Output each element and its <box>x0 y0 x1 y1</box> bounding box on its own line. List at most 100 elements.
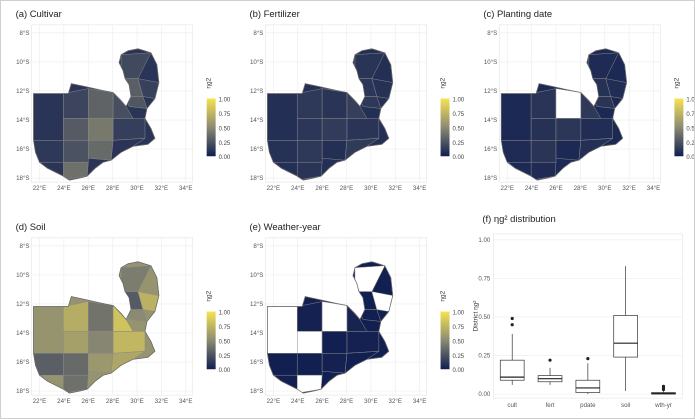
map-panel-weather-year: (e) Weather-year 8°S 10°S 12°S 14°S 16°S 18°S 2… <box>249 222 464 405</box>
y-tick-label: 18°S <box>16 388 29 395</box>
x-tick-label: 28°E <box>106 398 119 405</box>
colorbar-legend: ηg2 1.00 0.75 0.50 0.25 0.00 <box>440 77 465 161</box>
legend-label: 1.00 <box>219 98 231 104</box>
colorbar-legend: ηg2 1.00 0.75 0.50 0.25 0.00 <box>673 77 695 161</box>
x-tick-label: 30°E <box>598 185 611 192</box>
y-tick-label: 12°S <box>250 301 263 308</box>
map-panel-soil: (d) Soil 8°S 10°S 12°S 14°S 16°S 18°S 22°E 24°E 2… <box>16 222 231 405</box>
x-tick-label: 26°E <box>82 185 95 192</box>
box-cult <box>499 316 525 385</box>
district <box>33 93 64 141</box>
x-tick-label: 28°E <box>574 185 587 192</box>
x-tick-label: 34°E <box>179 185 192 192</box>
legend-label: 0.75 <box>452 112 464 118</box>
y-tick-label: 16°S <box>16 359 29 366</box>
y-tick-label: 16°S <box>16 146 29 153</box>
y-tick-label: 16°S <box>250 146 263 153</box>
x-tick-label: 34°E <box>179 398 192 405</box>
y-tick-label: 0.00 <box>478 391 491 398</box>
district <box>321 88 348 119</box>
y-tick-label: 10°S <box>250 272 263 279</box>
box-iqr <box>613 315 638 358</box>
y-tick-label: 14°S <box>16 117 29 124</box>
district <box>555 88 582 119</box>
x-tick-label: 34°E <box>413 398 426 405</box>
map-panel-planting-date: (c) Planting date 8°S 10°S 12°S 14°S 16°S 18°S… <box>483 9 695 192</box>
outlier-point <box>661 384 666 388</box>
legend-label: 1.00 <box>452 98 464 104</box>
panel-title-planting-date: (c) Planting date <box>483 9 552 20</box>
y-tick-label: 1.00 <box>478 237 491 244</box>
legend-label: 1.00 <box>452 310 464 316</box>
district <box>296 331 323 354</box>
district <box>267 93 298 141</box>
district <box>501 93 532 141</box>
zambia-map <box>33 48 160 181</box>
y-tick-label: 14°S <box>484 117 497 124</box>
x-tick-label: 30°E <box>364 185 377 192</box>
legend-title: ηg2 <box>440 290 447 301</box>
district <box>87 301 114 332</box>
panel-title-fertilizer: (b) Fertilizer <box>249 9 299 20</box>
y-tick-label: 12°S <box>16 301 29 308</box>
district <box>112 331 146 354</box>
x-tick-label: 22°E <box>33 185 46 192</box>
y-tick-label: 12°S <box>250 88 263 95</box>
box-fert <box>537 358 563 385</box>
y-tick-label: 10°S <box>250 59 263 66</box>
x-tick-label: 22°E <box>267 185 280 192</box>
x-tick-label: 24°E <box>291 398 304 405</box>
colorbar <box>206 311 216 370</box>
x-tick-label: 28°E <box>340 185 353 192</box>
y-tick-label: 18°S <box>484 175 497 182</box>
legend-label: 1.00 <box>686 98 695 104</box>
box-pdate <box>575 357 601 395</box>
y-tick-label: 18°S <box>16 175 29 182</box>
legend-title: ηg2 <box>440 77 447 88</box>
y-tick-label: 16°S <box>484 146 497 153</box>
x-tick-label: pdate <box>580 402 596 409</box>
district <box>321 331 348 354</box>
x-tick-label: 30°E <box>130 185 143 192</box>
box-wth-yr <box>651 384 676 395</box>
outlier-point <box>548 358 552 362</box>
district <box>87 140 114 161</box>
colorbar <box>440 98 450 157</box>
x-tick-label: 24°E <box>57 398 70 405</box>
x-tick-label: 24°E <box>57 185 70 192</box>
district <box>555 140 582 161</box>
map-panel-cultivar: (a) Cultivar 8°S 10°S 12°S 14°S 16°S 18°S 22°E 2… <box>16 9 231 192</box>
district <box>530 118 557 141</box>
colorbar <box>674 98 684 157</box>
district <box>267 306 298 354</box>
legend-label: 0.00 <box>452 155 464 161</box>
x-tick-label: soil <box>621 402 630 409</box>
legend-label: 0.50 <box>219 126 231 132</box>
x-tick-label: 26°E <box>82 398 95 405</box>
y-tick-label: 14°S <box>16 330 29 337</box>
legend-label: 0.25 <box>452 354 464 360</box>
boxplot-title: (f) ηg² distribution <box>482 214 555 225</box>
y-tick-label: 10°S <box>16 272 29 279</box>
legend-label: 0.50 <box>452 126 464 132</box>
x-tick-label: 30°E <box>130 398 143 405</box>
legend-label: 0.75 <box>219 112 231 118</box>
district <box>63 331 89 354</box>
x-tick-label: 32°E <box>622 185 635 192</box>
x-tick-label: fert <box>546 402 555 409</box>
y-tick-label: 12°S <box>484 88 497 95</box>
y-tick-label: 12°S <box>16 88 29 95</box>
x-tick-label: wth-yr <box>654 402 672 409</box>
x-tick-label: 30°E <box>364 398 377 405</box>
district <box>87 331 114 354</box>
x-tick-label: 32°E <box>155 398 168 405</box>
x-tick-label: 32°E <box>389 398 402 405</box>
x-tick-label: 24°E <box>525 185 538 192</box>
legend-title: ηg2 <box>673 77 680 88</box>
district <box>346 118 380 141</box>
district <box>63 118 89 141</box>
outlier-point <box>510 323 514 327</box>
x-tick-label: 22°E <box>33 398 46 405</box>
legend-label: 0.50 <box>686 126 695 132</box>
y-tick-label: 8°S <box>20 243 30 250</box>
